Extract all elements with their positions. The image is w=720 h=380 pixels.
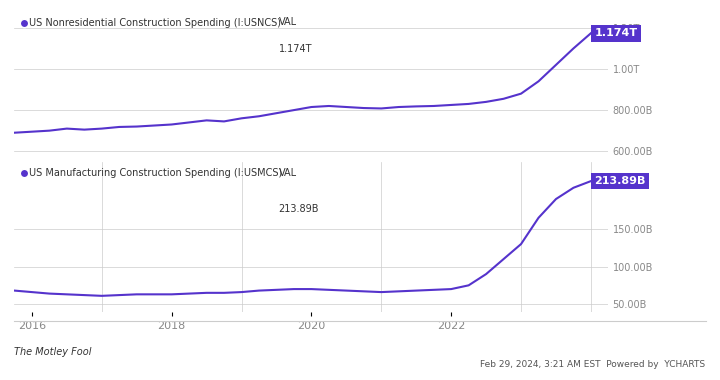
- Text: 1.174T: 1.174T: [595, 28, 637, 38]
- Text: 213.89B: 213.89B: [279, 204, 319, 214]
- Text: 1.174T: 1.174T: [279, 44, 312, 54]
- Text: VAL: VAL: [279, 17, 297, 27]
- Text: The Motley Fool: The Motley Fool: [14, 347, 92, 357]
- Legend: US Manufacturing Construction Spending (I:USMCS): US Manufacturing Construction Spending (…: [19, 166, 284, 180]
- Text: VAL: VAL: [279, 168, 297, 177]
- Text: 213.89B: 213.89B: [595, 176, 646, 186]
- Text: Feb 29, 2024, 3:21 AM EST  Powered by  YCHARTS: Feb 29, 2024, 3:21 AM EST Powered by YCH…: [480, 359, 706, 369]
- Legend: US Nonresidential Construction Spending (I:USNCS): US Nonresidential Construction Spending …: [19, 16, 283, 30]
